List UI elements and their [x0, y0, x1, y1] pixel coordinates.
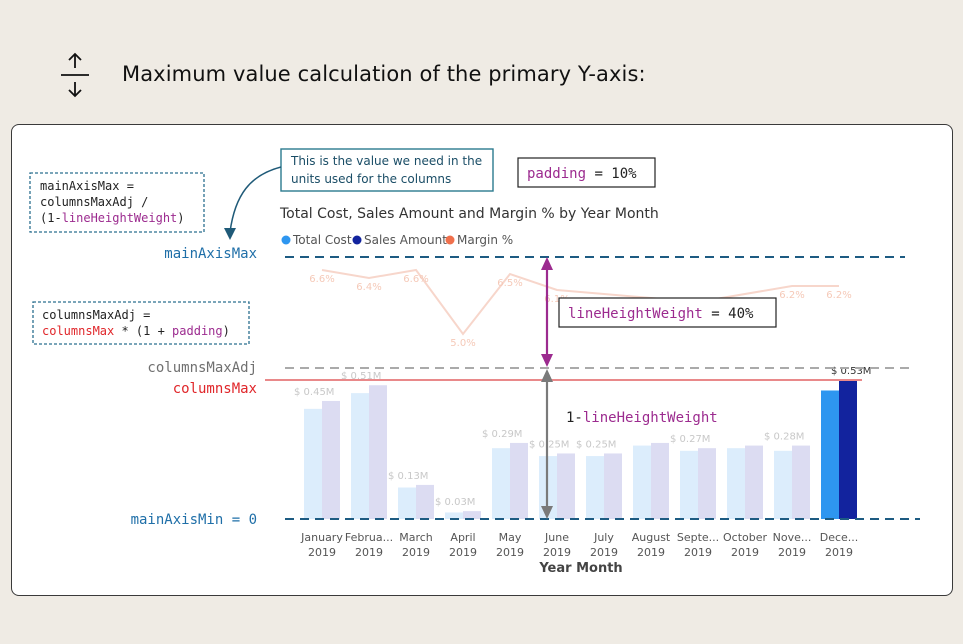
- legend-label: Margin %: [457, 233, 513, 247]
- chart-title: Total Cost, Sales Amount and Margin % by…: [279, 206, 659, 222]
- x-tick-year: 2019: [449, 546, 477, 559]
- bar-data-label: $ 0.45M: [294, 387, 334, 398]
- main-axis-min-label: mainAxisMin = 0: [131, 512, 257, 528]
- bar-total-cost: [633, 445, 651, 519]
- margin-data-label: 6.4%: [356, 282, 381, 293]
- legend-label: Total Cost: [292, 233, 352, 247]
- margin-data-label: 6.2%: [826, 290, 851, 301]
- bar-total-cost: [821, 390, 839, 519]
- bar-sales-amount: [557, 453, 575, 519]
- margin-data-label: 6.6%: [309, 274, 334, 285]
- padding-value: padding = 10%: [527, 166, 637, 182]
- x-tick-year: 2019: [543, 546, 571, 559]
- bar-sales-amount: [651, 442, 669, 519]
- x-tick-month: Februa...: [345, 531, 393, 544]
- bar-total-cost: [304, 408, 322, 519]
- x-tick-year: 2019: [402, 546, 430, 559]
- legend-label: Sales Amount: [364, 233, 447, 247]
- x-tick-year: 2019: [496, 546, 524, 559]
- bar-total-cost: [774, 450, 792, 519]
- bar-sales-amount: [463, 511, 481, 519]
- bar-total-cost: [492, 448, 510, 519]
- x-tick-month: Dece...: [820, 531, 859, 544]
- bar-data-label: $ 0.28M: [764, 432, 804, 443]
- bar-data-label: $ 0.25M: [529, 439, 569, 450]
- x-tick-year: 2019: [355, 546, 383, 559]
- bar-total-cost: [445, 512, 463, 519]
- x-tick-year: 2019: [731, 546, 759, 559]
- x-tick-month: July: [593, 531, 614, 544]
- formula-main-line3: (1-lineHeightWeight): [40, 211, 185, 225]
- legend-dot: [352, 235, 362, 245]
- bar-data-label: $ 0.29M: [482, 429, 522, 440]
- formula-main-line2: columnsMaxAdj /: [40, 195, 148, 209]
- callout-arrow: [229, 166, 282, 233]
- margin-data-label: 6.6%: [403, 274, 428, 285]
- bar-total-cost: [351, 393, 369, 519]
- x-tick-year: 2019: [637, 546, 665, 559]
- page-title: Maximum value calculation of the primary…: [122, 62, 646, 86]
- vertical-resize-icon: [61, 52, 89, 98]
- bar-data-label: $ 0.51M: [341, 371, 381, 382]
- formula-main-line1: mainAxisMax =: [40, 179, 134, 193]
- x-tick-year: 2019: [684, 546, 712, 559]
- bar-sales-amount: [792, 445, 810, 519]
- bar-sales-amount: [510, 442, 528, 519]
- main-axis-max-label: mainAxisMax: [164, 246, 257, 262]
- x-tick-month: March: [399, 531, 433, 544]
- x-axis-title: Year Month: [538, 561, 622, 576]
- x-tick-year: 2019: [590, 546, 618, 559]
- bar-sales-amount: [322, 400, 340, 519]
- bar-sales-amount: [698, 448, 716, 519]
- callout-line1: This is the value we need in the: [290, 154, 482, 168]
- legend-dot: [281, 235, 291, 245]
- margin-line: [321, 268, 839, 336]
- bar-data-label: $ 0.13M: [388, 471, 428, 482]
- margin-data-label: 6.1%: [544, 294, 569, 305]
- x-tick-year: 2019: [825, 546, 853, 559]
- columns-max-adj-label: columnsMaxAdj: [147, 360, 257, 376]
- x-tick-month: August: [632, 531, 671, 544]
- bar-data-label: $ 0.25M: [576, 439, 616, 450]
- bar-total-cost: [398, 487, 416, 519]
- x-axis-labels: January 2019 Februa... 2019 March 2019 April 20…: [300, 531, 858, 559]
- x-tick-month: Nove...: [773, 531, 812, 544]
- bar-sales-amount: [369, 385, 387, 519]
- bar-data-label: $ 0.27M: [670, 434, 710, 445]
- columns-max-label: columnsMax: [173, 381, 257, 397]
- x-tick-month: January: [300, 531, 343, 544]
- x-tick-month: April: [450, 531, 475, 544]
- one-minus-weight-label: 1-lineHeightWeight: [566, 410, 718, 426]
- bar-sales-amount: [839, 380, 857, 519]
- bar-total-cost: [727, 448, 745, 519]
- x-tick-month: October: [723, 531, 767, 544]
- bar-sales-amount: [416, 484, 434, 519]
- bar-data-label: $ 0.03M: [435, 497, 475, 508]
- margin-data-label: 5.0%: [450, 338, 475, 349]
- margin-data-label: 6.5%: [497, 278, 522, 289]
- bar-total-cost: [586, 456, 604, 519]
- bar-sales-amount: [604, 453, 622, 519]
- x-tick-month: Septe...: [677, 531, 719, 544]
- formula-adj-line2: columnsMax * (1 + padding): [42, 324, 230, 338]
- x-tick-month: June: [544, 531, 569, 544]
- bar-data-label: $ 0.53M: [831, 366, 871, 377]
- bar-total-cost: [680, 450, 698, 519]
- callout-line2: units used for the columns: [291, 172, 451, 186]
- margin-data-label: 6.2%: [779, 290, 804, 301]
- x-tick-year: 2019: [778, 546, 806, 559]
- chart-legend: Total Cost Sales Amount Margin %: [281, 233, 513, 247]
- legend-dot: [445, 235, 455, 245]
- formula-adj-line1: columnsMaxAdj =: [42, 308, 150, 322]
- chart-bars: $ 0.45M $ 0.51M $ 0.13M $ 0.03M $ 0.29M $ 0.2…: [294, 366, 871, 519]
- line-height-weight-value: lineHeightWeight = 40%: [568, 306, 754, 322]
- bar-sales-amount: [745, 445, 763, 519]
- x-tick-year: 2019: [308, 546, 336, 559]
- x-tick-month: May: [499, 531, 522, 544]
